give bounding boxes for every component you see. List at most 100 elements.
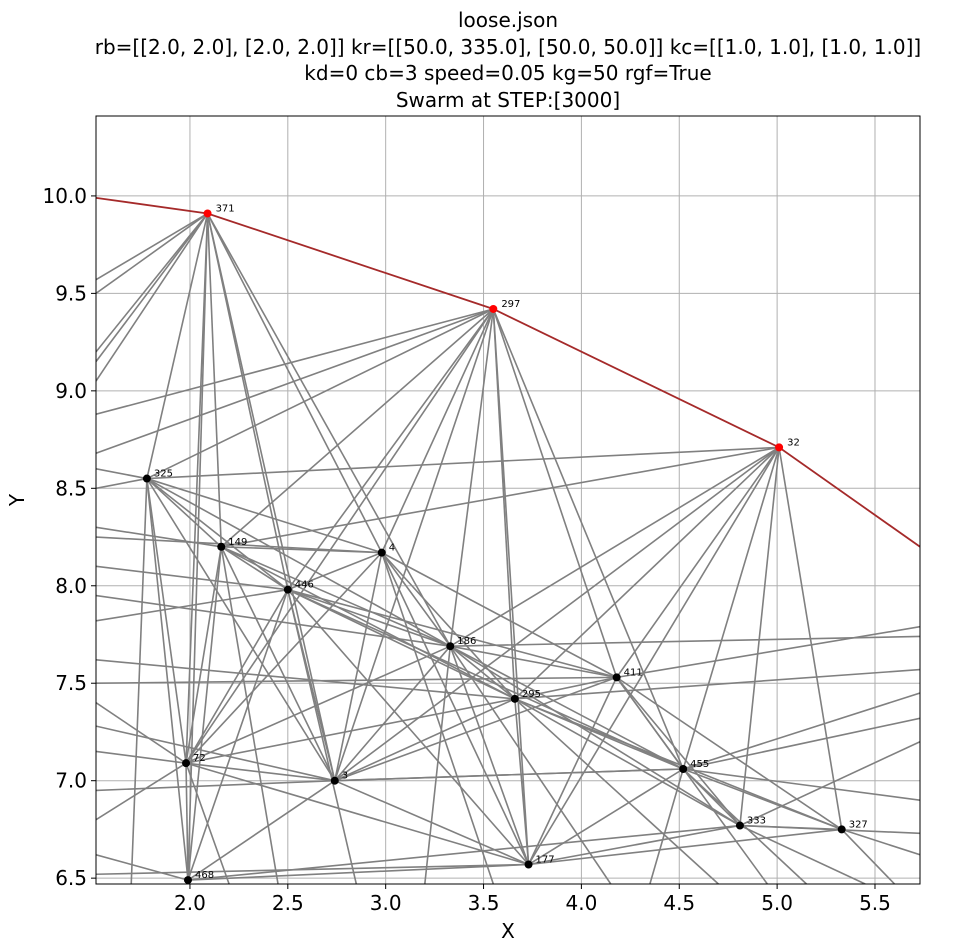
perimeter-node-label: 32 <box>787 437 800 448</box>
edge-line <box>514 698 719 884</box>
node-marker <box>217 542 226 551</box>
edge-line <box>146 477 382 554</box>
edge-line <box>185 645 451 764</box>
x-tick-label: 2.5 <box>272 891 304 915</box>
edge-line <box>96 212 209 295</box>
plot-frame <box>95 115 921 885</box>
edge-line <box>187 213 209 881</box>
edge-line <box>334 308 495 781</box>
edge-line <box>528 828 842 866</box>
edge-line <box>96 213 209 382</box>
x-axis-label: X <box>501 919 515 943</box>
edge-line <box>528 768 684 866</box>
edge-line <box>528 824 741 866</box>
edge-line <box>146 478 189 881</box>
edge-line <box>514 668 920 700</box>
y-tick-label: 7.0 <box>55 769 87 793</box>
x-tick-label: 5.5 <box>859 891 891 915</box>
edge-line <box>220 546 289 591</box>
edge-line <box>683 717 920 770</box>
edge-line <box>334 676 617 782</box>
node-marker <box>142 474 151 483</box>
edge-line <box>449 645 516 700</box>
edge-line <box>616 625 920 679</box>
node-label: 446 <box>295 580 314 591</box>
edge-line <box>449 645 612 884</box>
title-line-3: kd=0 cb=3 speed=0.05 kg=50 rgf=True <box>304 61 711 85</box>
node-marker <box>182 759 191 768</box>
edge-line <box>287 588 516 700</box>
edge-line <box>130 478 148 884</box>
edge-line <box>220 546 279 884</box>
edge-line <box>187 546 223 881</box>
edge-line <box>514 676 617 700</box>
node-marker <box>735 821 744 830</box>
edge-line <box>206 213 451 647</box>
edge-line <box>185 589 289 764</box>
edge-line <box>381 551 618 679</box>
node-marker <box>377 548 386 557</box>
edge-line <box>449 446 780 647</box>
edge-line <box>492 308 684 770</box>
node-marker <box>183 876 192 885</box>
node-marker <box>524 860 533 869</box>
edge-line <box>206 213 336 781</box>
edge-line <box>739 824 920 835</box>
edge-line <box>527 677 618 865</box>
y-ticks: 6.5 7.0 7.5 8.0 8.5 9.0 9.5 10.0 <box>42 184 96 890</box>
edge-line <box>683 768 920 801</box>
node-label: 4 <box>389 543 395 554</box>
y-tick-label: 6.5 <box>55 866 87 890</box>
edge-line <box>96 308 494 454</box>
edge-line <box>96 308 494 416</box>
edge-line <box>96 477 148 490</box>
title-line-2: rb=[[2.0, 2.0], [2.0, 2.0]] kr=[[50.0, 3… <box>95 35 921 59</box>
edge-line <box>334 552 383 781</box>
edge-line <box>682 447 780 770</box>
node-marker <box>837 825 846 834</box>
edge-line <box>96 853 189 881</box>
edge-line <box>185 546 223 764</box>
chart-title: loose.json rb=[[2.0, 2.0], [2.0, 2.0]] k… <box>95 8 921 112</box>
edge-line <box>492 308 530 865</box>
edge-line <box>220 308 494 548</box>
x-tick-label: 4.5 <box>663 891 695 915</box>
node-label: 3 <box>342 771 348 782</box>
node-label: 333 <box>747 816 766 827</box>
node-label: 411 <box>624 667 643 678</box>
edge-line <box>206 213 223 547</box>
edge-line <box>649 768 684 884</box>
edge-line <box>146 308 494 480</box>
edge-line <box>287 551 383 591</box>
edge-line <box>682 768 808 884</box>
edge-line <box>96 536 382 554</box>
edge-line <box>739 740 920 827</box>
edge-line <box>187 589 289 881</box>
edge-line <box>96 725 335 782</box>
perimeter-node-marker <box>203 209 212 218</box>
node-marker <box>679 764 688 773</box>
node-marker <box>510 694 519 703</box>
edge-line <box>424 646 452 884</box>
edge-line <box>96 594 451 647</box>
edge-line <box>185 762 529 866</box>
edge-line <box>841 828 920 856</box>
edge-line <box>96 212 209 353</box>
edge-line <box>96 468 148 480</box>
edge-line <box>450 635 920 647</box>
edge-line <box>221 446 780 548</box>
y-tick-label: 8.0 <box>55 574 87 598</box>
edge-line <box>96 762 187 821</box>
edge-line <box>841 828 896 884</box>
edge-line <box>682 692 920 770</box>
node-label: 468 <box>195 870 214 881</box>
edge-line <box>334 645 451 782</box>
edge-lines <box>96 212 920 884</box>
edge-line <box>96 565 288 591</box>
edge-line <box>287 589 530 866</box>
edge-line <box>739 447 780 826</box>
node-label: 72 <box>193 753 206 764</box>
y-axis-label: Y <box>5 493 29 507</box>
edge-line <box>185 308 494 764</box>
edge-line <box>514 698 530 865</box>
